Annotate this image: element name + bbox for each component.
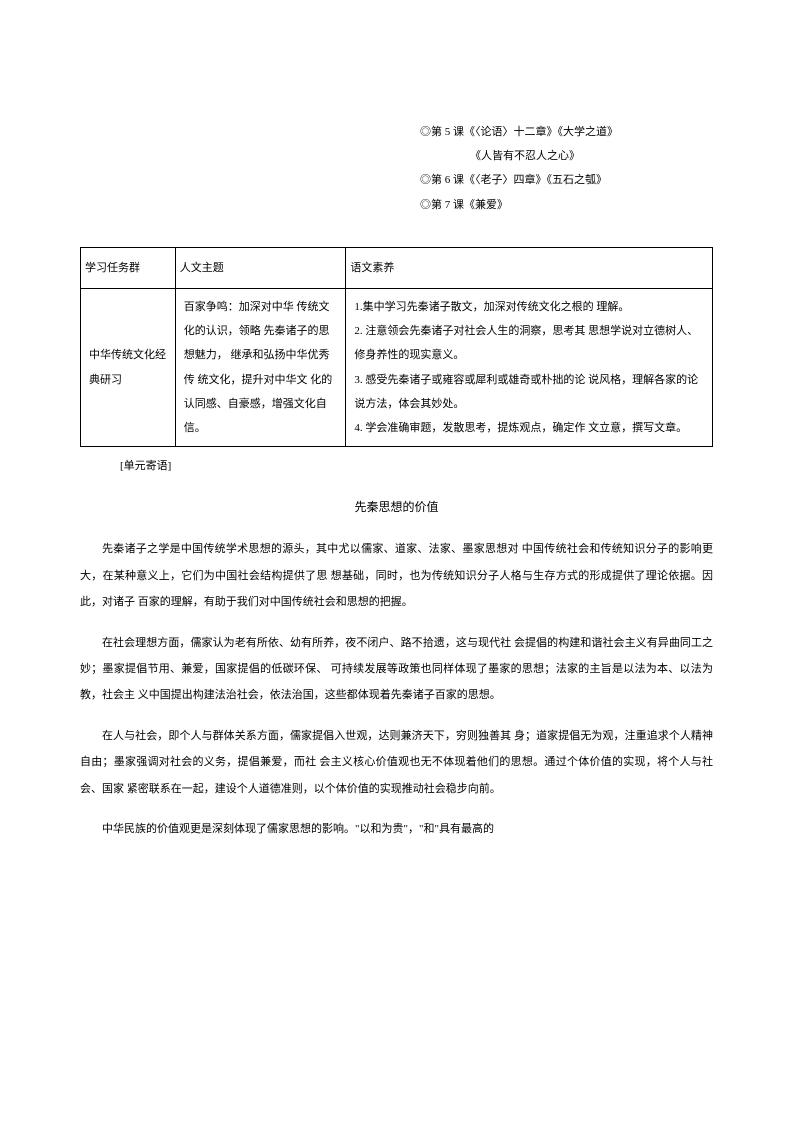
cell-literacy: 1.集中学习先秦诸子散文，加深对传统文化之根的 理解。 2. 注意领会先秦诸子对… [346, 288, 713, 446]
cell-theme: 百家争鸣：加深对中华 传统文化的认识，领略 先秦诸子的思想魅力， 继承和弘扬中华… [175, 288, 346, 446]
header-task-group: 学习任务群 [81, 247, 176, 288]
header-theme: 人文主题 [175, 247, 346, 288]
literacy-item-3: 3. 感受先秦诸子或雍容或犀利或雄奇或朴拙的论 说风格，理解各家的论说方法，体会… [354, 368, 704, 416]
essay-paragraph-2: 在社会理想方面，儒家认为老有所依、幼有所养，夜不闭户、路不拾遗，这与现代社 会提… [80, 630, 713, 709]
lesson-list: ◎第 5 课《〈论语〉十二章》《大学之道》 《人皆有不忍人之心》 ◎第 6 课《… [420, 120, 713, 217]
literacy-item-1: 1.集中学习先秦诸子散文，加深对传统文化之根的 理解。 [354, 295, 704, 319]
table-row: 中华传统文化经典研习 百家争鸣：加深对中华 传统文化的认识，领略 先秦诸子的思想… [81, 288, 713, 446]
literacy-item-2: 2. 注意领会先秦诸子对社会人生的洞察，思考其 思想学说对立德树人、修身养性的现… [354, 319, 704, 367]
unit-note-label: [单元寄语] [120, 457, 713, 477]
lesson-7: ◎第 7 课《兼爱》 [420, 193, 713, 217]
essay-title: 先秦思想的价值 [80, 497, 713, 519]
essay-paragraph-3: 在人与社会，即个人与群体关系方面，儒家提倡入世观，达则兼济天下，穷则独善其 身；… [80, 723, 713, 802]
literacy-item-4: 4. 学会准确审题，发散思考，提炼观点，确定作 文立意，撰写文章。 [354, 416, 704, 440]
essay-paragraph-4: 中华民族的价值观更是深刻体现了儒家思想的影响。"以和为贵"，"和"具有最高的 [80, 816, 713, 842]
essay-body: 先秦诸子之学是中国传统学术思想的源头，其中尤以儒家、道家、法家、墨家思想对 中国… [80, 536, 713, 842]
curriculum-table: 学习任务群 人文主题 语文素养 中华传统文化经典研习 百家争鸣：加深对中华 传统… [80, 247, 713, 447]
cell-task-group: 中华传统文化经典研习 [81, 288, 176, 446]
header-literacy: 语文素养 [346, 247, 713, 288]
lesson-5-sub: 《人皆有不忍人之心》 [470, 144, 713, 168]
lesson-5: ◎第 5 课《〈论语〉十二章》《大学之道》 [420, 120, 713, 144]
lesson-6: ◎第 6 课《〈老子〉四章》《五石之瓠》 [420, 168, 713, 192]
essay-paragraph-1: 先秦诸子之学是中国传统学术思想的源头，其中尤以儒家、道家、法家、墨家思想对 中国… [80, 536, 713, 615]
table-header-row: 学习任务群 人文主题 语文素养 [81, 247, 713, 288]
